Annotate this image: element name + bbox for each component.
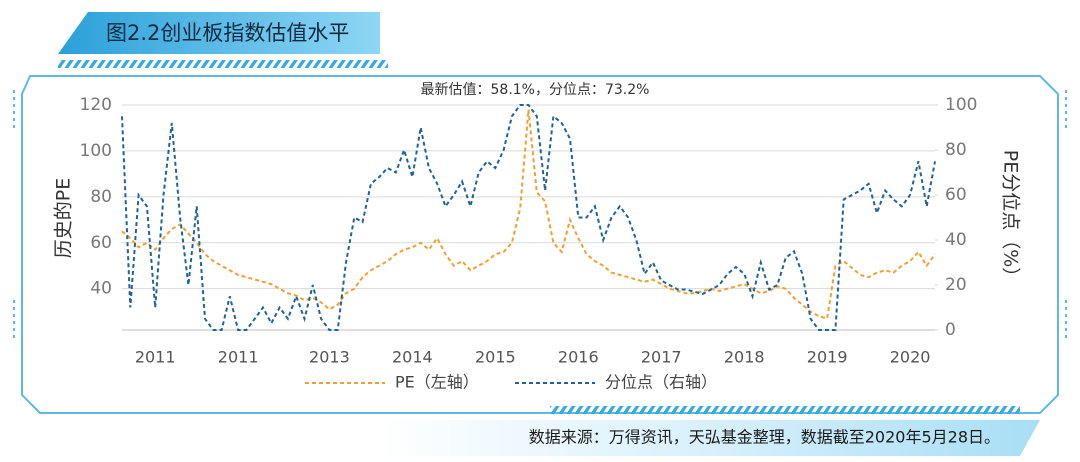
series-line	[121, 109, 936, 320]
x-tick-label: 2013	[309, 348, 350, 367]
frame	[21, 75, 1059, 414]
legend-label: 分位点（右轴）	[605, 373, 717, 392]
y2-tick-label: 40	[945, 230, 967, 250]
x-tick-label: 2011	[135, 348, 176, 367]
y-tick-label: 80	[90, 187, 112, 207]
x-tick-label: 2018	[724, 348, 765, 367]
x-tick-label: 2015	[475, 348, 516, 367]
stripe	[550, 406, 1020, 414]
source-band	[380, 420, 1040, 456]
y-tick-label: 40	[90, 279, 112, 299]
stripe	[58, 60, 388, 68]
y-tick-label: 120	[80, 95, 112, 115]
x-tick-label: 2014	[392, 348, 433, 367]
y2-axis-label: PE分位点（%）	[1000, 150, 1022, 287]
x-tick-label: 2016	[558, 348, 599, 367]
y2-tick-label: 20	[945, 275, 967, 295]
y-axis-label: 历史的PE	[53, 178, 75, 258]
y2-tick-label: 80	[945, 140, 967, 160]
y2-tick-label: 100	[945, 95, 977, 115]
x-tick-label: 2011	[218, 348, 259, 367]
x-tick-label: 2017	[641, 348, 682, 367]
source-note: 数据来源：万得资讯，天弘基金整理，数据截至2020年5月28日。	[529, 428, 1000, 447]
series-line	[121, 104, 936, 331]
y2-tick-label: 0	[945, 320, 956, 340]
chart-title: 图2.2创业板指数估值水平	[106, 21, 349, 45]
y-tick-label: 100	[80, 141, 112, 161]
legend-label: PE（左轴）	[395, 373, 479, 392]
y2-tick-label: 60	[945, 185, 967, 205]
annotation: 最新估值：58.1%，分位点：73.2%	[421, 82, 650, 98]
header-tab	[58, 12, 380, 54]
x-tick-label: 2020	[890, 348, 931, 367]
y-tick-label: 60	[90, 233, 112, 253]
x-tick-label: 2019	[807, 348, 848, 367]
